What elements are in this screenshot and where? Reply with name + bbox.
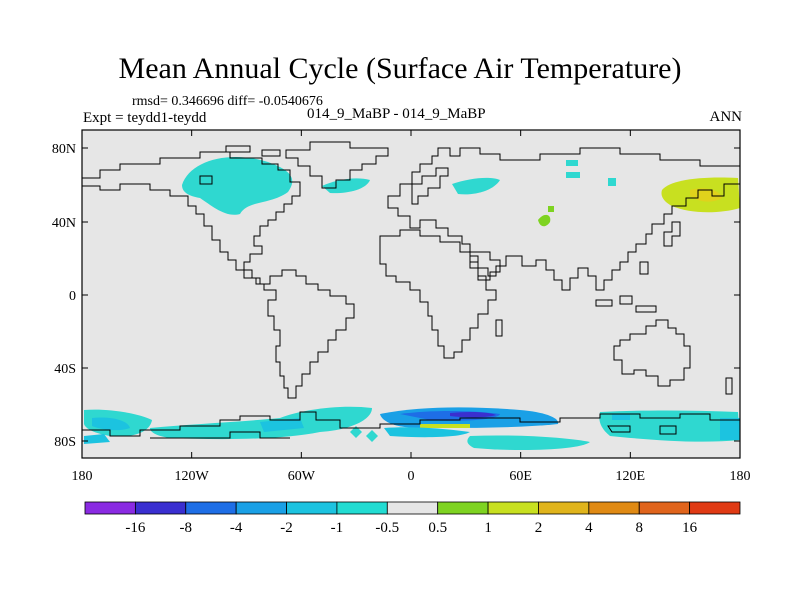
colorbar-label: -16 (125, 520, 145, 536)
colorbar-label: -2 (280, 520, 293, 536)
anomaly-patch (548, 206, 554, 212)
colorbar-swatch (689, 501, 741, 515)
coastline-madagascar (495, 319, 503, 337)
lon-tick-label: 120W (175, 469, 210, 484)
colorbar-swatch (487, 501, 539, 515)
colorbar: -16 -8 -4 -2 -1 -0.5 0.5 1 2 4 8 16 (84, 501, 741, 536)
lat-tick-label: 40N (52, 216, 76, 231)
anomaly-patch (366, 430, 378, 442)
colorbar-label: 2 (535, 520, 543, 536)
anomaly-patch (420, 424, 470, 428)
lon-tick-label: 60W (288, 469, 316, 484)
anomaly-patch (720, 418, 740, 440)
anomaly-patch (467, 435, 590, 450)
coastlines (82, 141, 741, 439)
coastline-greenland (285, 141, 389, 189)
lat-tick-label: 80S (54, 435, 76, 450)
anomaly-patch (84, 434, 110, 444)
colorbar-swatch (588, 501, 640, 515)
anomaly-patch (608, 178, 616, 186)
anomaly-patch (450, 411, 496, 418)
coastline-islands (635, 305, 657, 313)
coastline-japan (663, 221, 681, 247)
colorbar-label: 0.5 (428, 520, 447, 536)
colorbar-label: -8 (180, 520, 193, 536)
coastline-eurasia (387, 147, 741, 291)
coastline-antarctica (150, 431, 290, 439)
anomaly-patch (566, 172, 580, 178)
colorbar-swatch (336, 501, 388, 515)
coastline-antarctica (659, 425, 677, 435)
coastline-scandinavia (411, 167, 449, 205)
stats-line: rmsd= 0.346696 diff= -0.0540676 (132, 94, 323, 109)
longitude-axis: 180 120W 60W 0 60E 120E 180 (72, 130, 751, 484)
lat-tick-label: 80N (52, 142, 76, 157)
coastline-arabia (469, 251, 501, 281)
latitude-axis: 80N 40N 0 40S 80S (52, 142, 740, 450)
colorbar-swatch (638, 501, 691, 515)
colorbar-label: 8 (635, 520, 643, 536)
lon-tick-label: 120E (616, 469, 646, 484)
coastline-north-america (82, 151, 301, 271)
coastline-islands (595, 299, 613, 307)
colorbar-label: -0.5 (375, 520, 399, 536)
colorbar-swatch (134, 501, 187, 515)
anomaly-patch (538, 214, 551, 227)
season-label: ANN (709, 109, 743, 125)
anomaly-patch (612, 414, 630, 420)
period-label: 014_9_MaBP - 014_9_MaBP (307, 106, 486, 122)
colorbar-label: 4 (585, 520, 593, 536)
anomaly-patch (350, 426, 362, 438)
coastline-australia (613, 319, 691, 387)
colorbar-label: 1 (484, 520, 492, 536)
anomaly-patch (452, 177, 500, 195)
colorbar-swatch (185, 501, 237, 515)
lat-tick-label: 0 (69, 289, 76, 304)
plot-background (82, 130, 740, 458)
colorbar-swatch (286, 501, 338, 515)
lon-tick-label: 60E (509, 469, 532, 484)
coastline-islands (639, 261, 649, 275)
experiment-label: Expt = teydd1-teydd (83, 110, 207, 126)
anomaly-patch (322, 178, 370, 194)
coastline-arctic-islands (261, 149, 281, 157)
coastline-antarctica (607, 425, 631, 433)
anomaly-patch (92, 417, 130, 431)
colorbar-label: -1 (331, 520, 344, 536)
anomaly-fields (84, 156, 740, 450)
coastline-south-america (243, 269, 355, 399)
colorbar-swatch (84, 501, 136, 515)
lon-tick-label: 0 (408, 469, 415, 484)
lat-tick-label: 40S (54, 362, 76, 377)
coastline-arctic-islands (225, 145, 251, 153)
coastline-antarctica (82, 411, 740, 437)
colorbar-label: -4 (230, 520, 243, 536)
coastline-arctic-islands (199, 175, 213, 185)
colorbar-swatch (386, 501, 439, 515)
coastline-islands (619, 295, 633, 305)
lon-tick-label: 180 (72, 469, 93, 484)
colorbar-swatch (437, 501, 489, 515)
anomaly-patch (384, 427, 470, 438)
anomaly-patch (182, 156, 293, 215)
coastline-new-zealand (725, 377, 733, 395)
colorbar-swatch (235, 501, 287, 515)
anomaly-patch (566, 160, 578, 166)
colorbar-swatch (538, 501, 590, 515)
colorbar-label: 16 (682, 520, 698, 536)
map-title: Mean Annual Cycle (Surface Air Temperatu… (118, 52, 682, 85)
lon-tick-label: 180 (730, 469, 751, 484)
coastline-africa (379, 229, 497, 359)
anomaly-patch (260, 418, 304, 432)
